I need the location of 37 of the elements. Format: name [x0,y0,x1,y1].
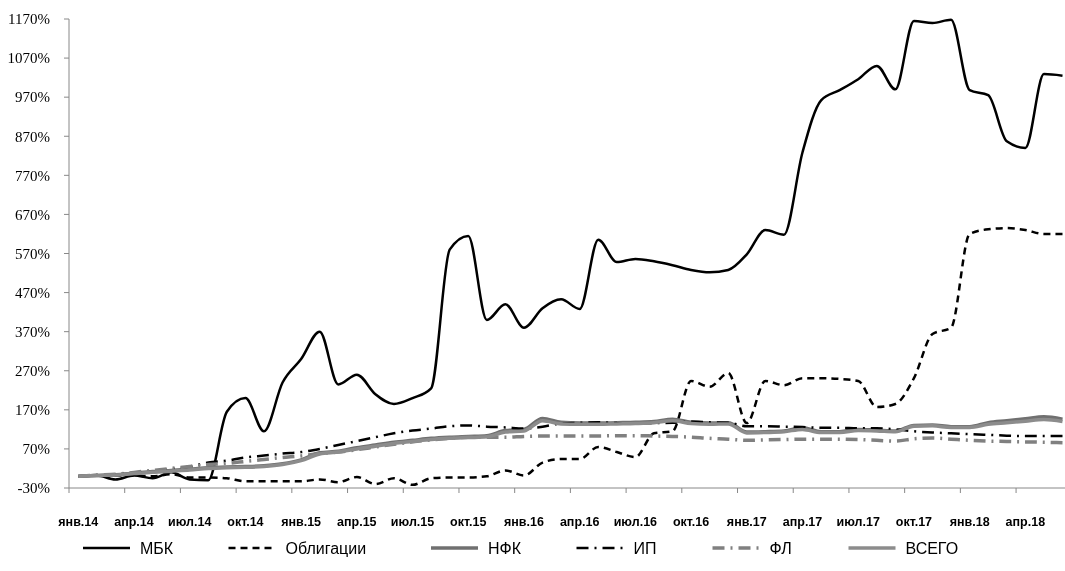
x-tick-label: янв.16 [504,515,544,529]
x-tick-label: янв.18 [949,515,990,529]
legend-label: Облигации [285,539,367,557]
x-tick-label: июл.15 [390,515,435,529]
x-tick-label: апр.17 [782,515,823,529]
y-tick-label: 270% [15,363,50,379]
y-tick-label: 370% [15,323,50,340]
y-tick-label: 70% [22,441,50,458]
legend-label: ВСЕГО [905,539,959,557]
x-tick-label: окт.17 [895,515,933,529]
x-tick-label: апр.16 [559,515,600,529]
y-tick-label: -30% [17,480,50,497]
x-tick-label: окт.15 [450,515,487,529]
legend-label: НФК [488,539,522,557]
y-tick-label: 770% [15,167,50,184]
x-tick-label: июл.16 [613,515,658,529]
x-tick-label: окт.16 [672,515,710,529]
y-tick-label: 970% [15,89,50,106]
y-tick-label: 470% [15,284,50,301]
y-tick-label: 570% [15,245,50,262]
x-tick-label: апр.14 [114,515,154,529]
y-tick-label: 1170% [8,11,50,28]
x-tick-label: янв.17 [726,515,767,529]
x-tick-label: июл.17 [836,515,880,529]
x-tick-label: апр.15 [337,515,377,529]
x-tick-label: янв.14 [58,515,99,529]
x-tick-label: апр.18 [1005,515,1046,529]
y-tick-label: 1070% [7,50,50,67]
y-tick-label: 670% [15,206,50,223]
y-tick-label: 170% [15,402,50,419]
x-tick-label: июл.14 [168,515,212,529]
y-tick-label: 870% [15,128,50,145]
legend-label: МБК [140,539,174,557]
legend-label: ФЛ [769,539,792,557]
x-tick-label: окт.14 [227,515,264,529]
x-tick-label: янв.15 [281,515,322,529]
legend-label: ИП [633,539,657,557]
